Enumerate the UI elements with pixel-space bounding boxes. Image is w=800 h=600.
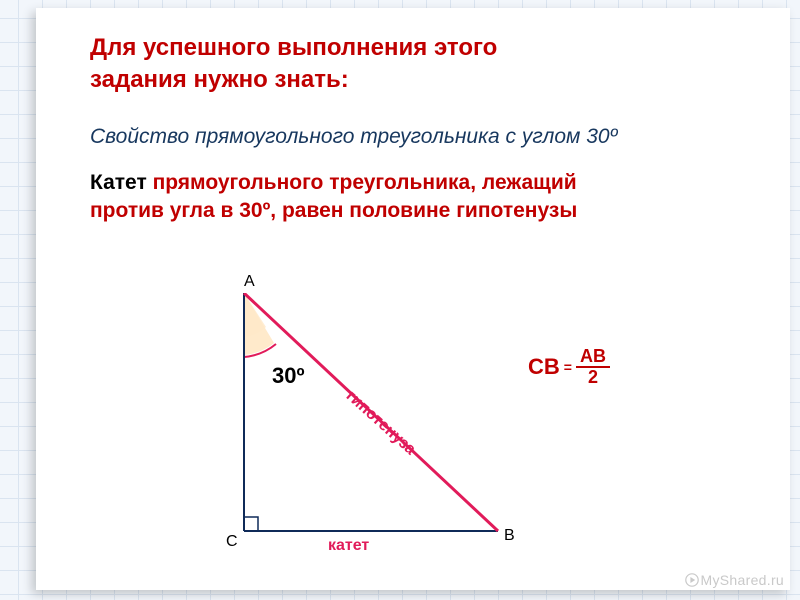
watermark: MyShared.ru [685, 572, 784, 588]
watermark-suffix: .ru [767, 572, 784, 588]
vertex-label-a: A [244, 273, 255, 291]
theorem-text: Катет прямоугольного треугольника, лежащ… [90, 169, 756, 226]
formula: CB = AB 2 [528, 347, 610, 387]
formula-eq: = [564, 359, 572, 375]
title-line-1: Для успешного выполнения этого [90, 32, 756, 64]
play-icon [685, 573, 699, 587]
right-angle-marker [244, 517, 258, 531]
formula-lhs: CB [528, 354, 560, 380]
formula-denominator: 2 [584, 368, 602, 387]
watermark-main: MyShared [701, 572, 767, 588]
triangle-svg [156, 293, 556, 553]
subtitle: Свойство прямоугольного треугольника с у… [90, 125, 756, 149]
content-area: Для успешного выполнения этого задания н… [36, 8, 790, 590]
formula-numerator: AB [576, 347, 610, 368]
triangle-diagram: A C B 30º гипотенуза катет CB = AB 2 [156, 293, 756, 573]
leg-label: катет [328, 537, 369, 555]
vertex-label-c: C [226, 533, 238, 551]
angle-30-label: 30º [272, 363, 305, 389]
theorem-part3: против угла в 30º, равен половине гипоте… [90, 197, 756, 225]
theorem-part1: Катет [90, 171, 147, 194]
theorem-part2: прямоугольного треугольника, лежащий [147, 171, 577, 194]
formula-fraction: AB 2 [576, 347, 610, 387]
title-line-2: задания нужно знать: [90, 64, 756, 96]
vertex-label-b: B [504, 527, 515, 545]
